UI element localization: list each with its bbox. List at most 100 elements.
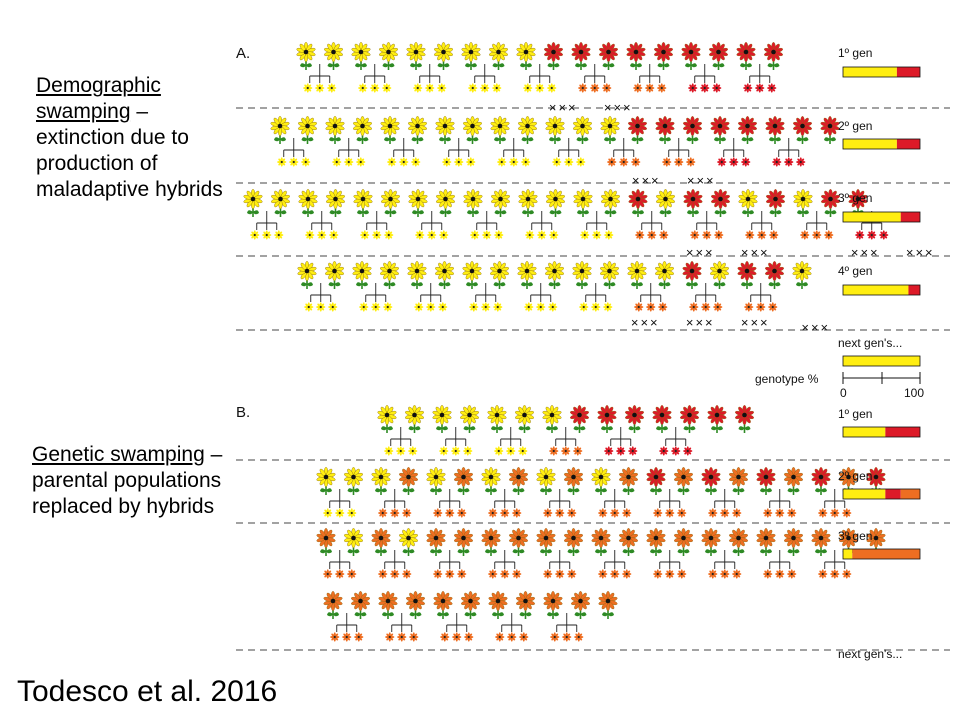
flower-orange [598,591,618,619]
flower-orange [564,528,583,556]
flower-red [756,467,776,495]
flower-orange [729,467,748,495]
offspring-orange [690,211,724,240]
flower-red [811,467,831,495]
flower-orange [351,591,370,619]
genotype-composition-bar-segment [885,427,920,437]
offspring-orange [330,613,364,642]
flower-red [680,405,699,433]
offspring-red [717,138,751,167]
flower-yellow [490,116,510,144]
flower-red [736,42,756,70]
offspring-red [743,64,777,93]
flower-yellow [297,261,317,289]
flower-red [683,116,702,144]
flower-orange [509,528,528,556]
offspring-yellow [384,427,418,456]
offspring-orange [598,550,632,579]
extinct-hybrid-cross-mark: ××× [801,320,830,335]
flower-red [570,405,589,433]
offspring-yellow [469,283,503,312]
flower-red [654,42,673,70]
offspring-red [659,427,693,456]
flower-yellow [351,42,371,70]
offspring-orange [433,489,467,518]
offspring-orange [818,489,852,518]
flower-red [711,189,730,217]
generation-label: next gen's... [838,336,902,350]
offspring-yellow [523,64,557,93]
flower-red [709,42,728,70]
flower-yellow [490,261,509,289]
offspring-orange [635,211,669,240]
offspring-yellow [468,64,502,93]
offspring-orange [745,211,779,240]
flower-red [681,42,701,70]
flower-yellow [316,467,336,495]
flower-orange [516,591,535,619]
generation-label: next gen's... [838,647,902,661]
flower-yellow [545,116,565,144]
offspring-yellow [414,283,448,312]
flower-red [737,261,757,289]
flower-yellow [516,42,536,70]
flower-red [652,405,672,433]
offspring-orange [708,550,742,579]
flower-yellow [379,42,398,70]
demographic-swamping-text: – extinction due to production of malada… [36,100,223,201]
flower-red [626,42,646,70]
offspring-yellow [442,138,476,167]
flower-orange [543,591,563,619]
flower-yellow [324,42,343,70]
flower-yellow [326,189,345,217]
extinct-hybrid-cross-mark: ××× [686,315,715,330]
flower-yellow [517,261,537,289]
flower-yellow [461,42,481,70]
flower-orange [701,528,721,556]
flower-orange [619,528,638,556]
extinct-hybrid-cross-mark: ××× [632,173,661,188]
flower-yellow [462,261,482,289]
offspring-yellow [470,211,504,240]
flower-orange [784,528,803,556]
flower-red [764,42,783,70]
flower-yellow [435,116,455,144]
flower-red [765,261,784,289]
flower-orange [619,467,638,495]
offspring-orange [488,550,522,579]
flower-red [793,116,812,144]
flower-yellow [352,261,372,289]
flower-yellow [518,189,538,217]
flower-orange [454,528,473,556]
flower-yellow [243,189,263,217]
offspring-yellow [332,138,366,167]
offspring-orange [800,211,834,240]
generation-label: 1º gen [838,46,872,60]
offspring-orange [653,550,687,579]
flower-yellow [536,467,556,495]
offspring-yellow [494,427,528,456]
offspring-orange [744,283,778,312]
flower-yellow [344,467,363,495]
flower-yellow [573,116,592,144]
offspring-orange [378,550,412,579]
offspring-orange [543,550,577,579]
flower-yellow [572,261,592,289]
offspring-yellow [358,64,392,93]
flower-yellow [270,116,290,144]
genotype-composition-bar [842,355,921,367]
extinct-hybrid-cross-mark: ××× [906,245,935,260]
flower-yellow [381,189,400,217]
flower-yellow [399,528,418,556]
extinct-hybrid-cross-mark: ××× [604,100,633,115]
offspring-yellow [525,211,559,240]
offspring-red [772,138,806,167]
flower-yellow [573,189,593,217]
extinct-hybrid-cross-mark: ××× [851,245,880,260]
offspring-orange [385,613,419,642]
offspring-orange [378,489,412,518]
extinct-hybrid-cross-mark: ××× [741,245,770,260]
genotype-composition-bar-segment [843,67,897,77]
flower-red [544,42,563,70]
flower-orange [756,528,776,556]
